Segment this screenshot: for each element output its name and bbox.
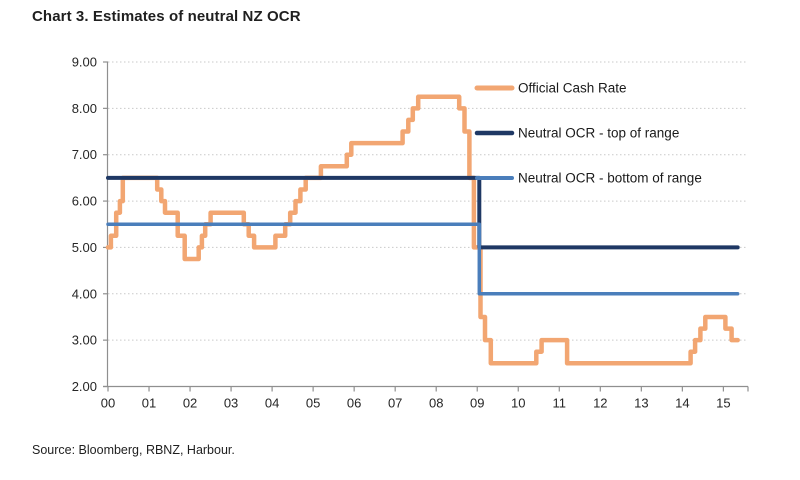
x-tick-label-01: 01	[142, 396, 156, 411]
x-tick-label-15: 15	[716, 396, 730, 411]
y-tick-label-7: 7.00	[72, 147, 97, 162]
series-neutral-ocr-bottom-of-range	[106, 222, 740, 296]
y-tick-label-6: 6.00	[72, 194, 97, 209]
x-tick-label-10: 10	[511, 396, 525, 411]
x-tick-label-06: 06	[347, 396, 361, 411]
y-tick-label-8: 8.00	[72, 101, 97, 116]
legend-item-neutral-ocr-top-of-range: Neutral OCR - top of range	[474, 126, 679, 141]
legend-label-neutral-ocr-top-of-range: Neutral OCR - top of range	[518, 126, 679, 141]
x-tick-label-13: 13	[634, 396, 648, 411]
x-tick-label-08: 08	[429, 396, 443, 411]
x-tick-label-03: 03	[224, 396, 238, 411]
x-tick-label-09: 09	[470, 396, 484, 411]
series-official-cash-rate	[105, 94, 740, 366]
legend-label-neutral-ocr-bottom-of-range: Neutral OCR - bottom of range	[518, 171, 702, 186]
legend-label-official-cash-rate: Official Cash Rate	[518, 81, 627, 96]
legend-item-official-cash-rate: Official Cash Rate	[474, 81, 627, 96]
x-tick-label-07: 07	[388, 396, 402, 411]
chart-title: Chart 3. Estimates of neutral NZ OCR	[32, 8, 301, 25]
x-tick-label-02: 02	[183, 396, 197, 411]
x-tick-label-05: 05	[306, 396, 320, 411]
y-tick-label-9: 9.00	[72, 55, 97, 70]
x-tick-label-11: 11	[553, 396, 567, 411]
x-tick-label-12: 12	[593, 396, 607, 411]
x-tick-label-00: 00	[101, 396, 115, 411]
y-tick-label-3: 3.00	[72, 333, 97, 348]
legend-item-neutral-ocr-bottom-of-range: Neutral OCR - bottom of range	[475, 171, 702, 186]
y-tick-label-5: 5.00	[72, 240, 97, 255]
x-tick-label-14: 14	[675, 396, 689, 411]
x-tick-label-04: 04	[265, 396, 279, 411]
y-tick-label-4: 4.00	[72, 286, 97, 301]
y-tick-label-2: 2.00	[72, 379, 97, 394]
series-neutral-ocr-top-of-range	[106, 175, 740, 250]
source-note: Source: Bloomberg, RBNZ, Harbour.	[32, 443, 235, 457]
